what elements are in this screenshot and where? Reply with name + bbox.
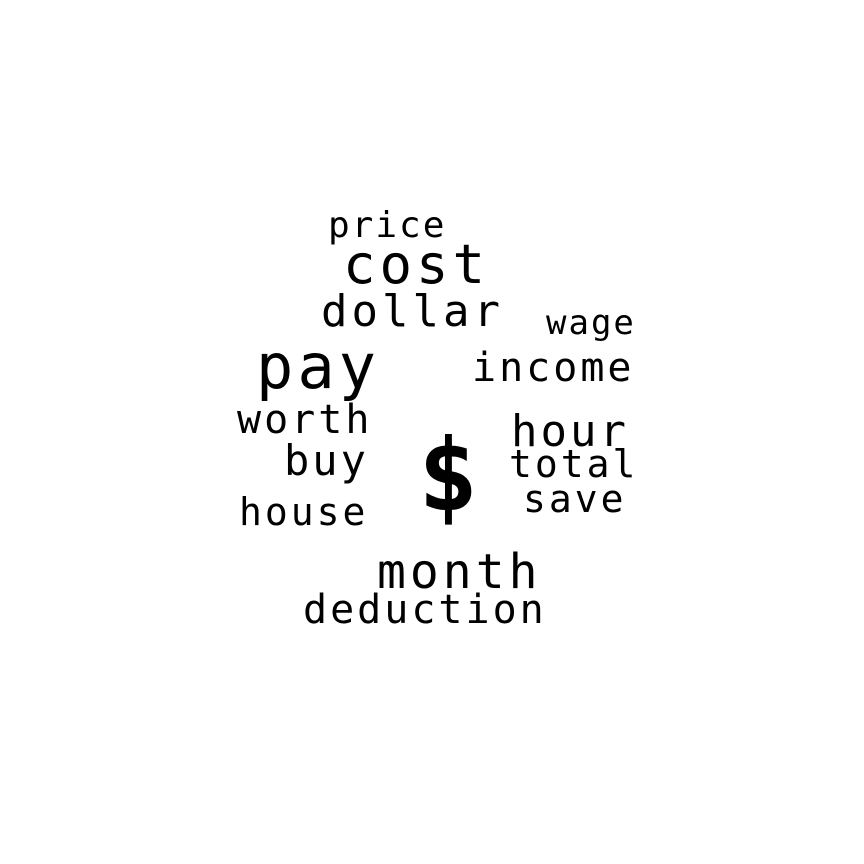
word-worth: worth xyxy=(237,397,373,443)
word-house: house xyxy=(239,490,369,534)
word-dollar: dollar xyxy=(321,286,504,337)
dollar-sign-icon: $ xyxy=(418,417,479,534)
word-hour: hour xyxy=(511,406,629,457)
word-income: income xyxy=(472,345,635,391)
word-cost: cost xyxy=(343,233,490,296)
word-month: month xyxy=(377,544,542,600)
word-deduction: deduction xyxy=(303,587,547,633)
word-buy: buy xyxy=(284,436,369,485)
word-pay: pay xyxy=(256,330,380,403)
word-price: price xyxy=(328,205,447,246)
word-save: save xyxy=(523,477,627,521)
word-total: total xyxy=(509,442,639,486)
word-wage: wage xyxy=(546,303,636,343)
